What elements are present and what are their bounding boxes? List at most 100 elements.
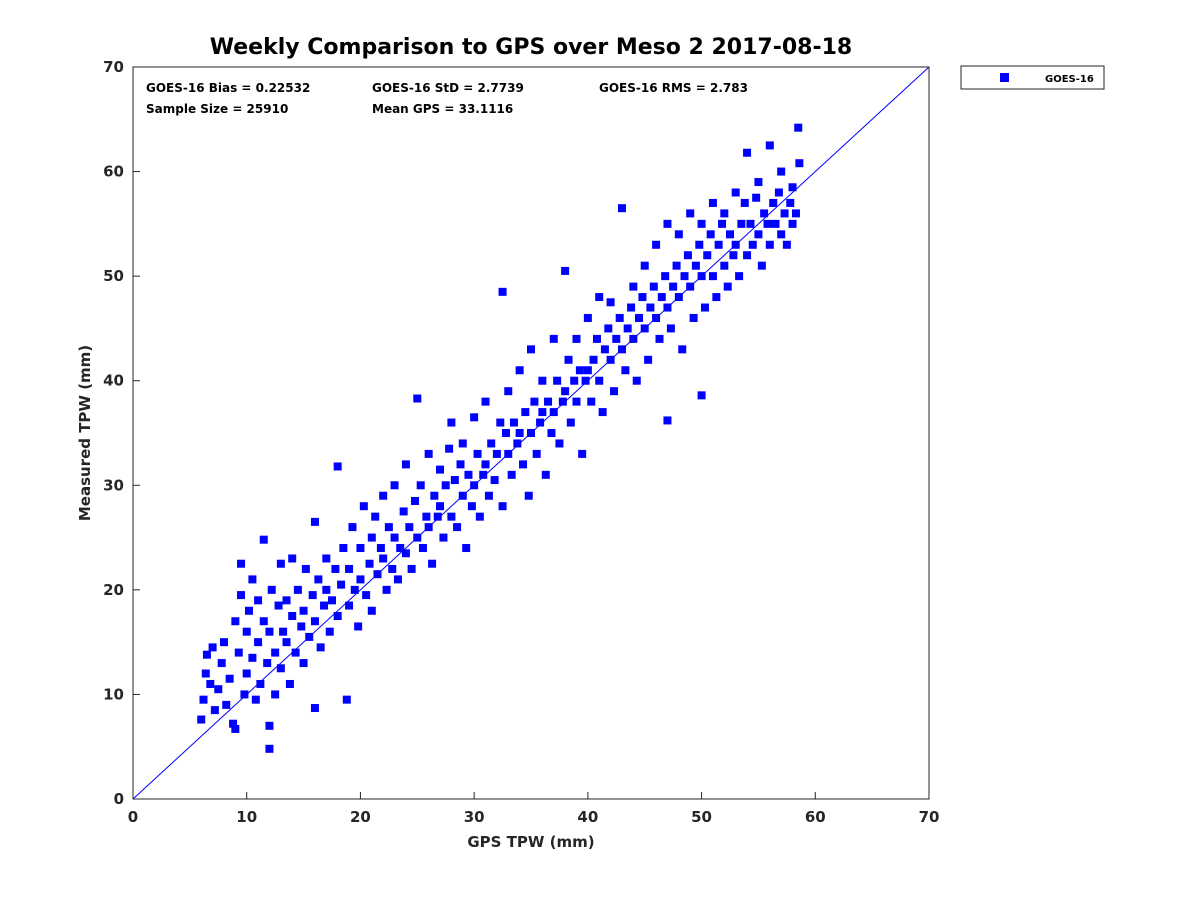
data-point: [578, 449, 587, 458]
data-point: [322, 585, 331, 594]
data-point: [691, 261, 700, 270]
data-point: [754, 178, 763, 187]
data-point: [265, 721, 274, 730]
data-point: [538, 408, 547, 417]
data-point: [345, 601, 354, 610]
y-tick-label: 70: [103, 58, 124, 76]
data-point: [640, 261, 649, 270]
data-point: [587, 397, 596, 406]
data-point: [652, 240, 661, 249]
data-point: [210, 706, 219, 715]
data-point: [447, 418, 456, 427]
data-point: [356, 575, 365, 584]
y-tick-label: 0: [114, 790, 124, 808]
data-point: [547, 429, 556, 437]
data-point: [201, 669, 210, 678]
data-point: [411, 496, 420, 505]
data-point: [396, 544, 405, 553]
data-point: [475, 512, 484, 521]
data-point: [519, 460, 528, 469]
data-point: [439, 533, 448, 542]
data-point: [765, 240, 774, 249]
data-point: [561, 266, 570, 275]
data-point: [393, 575, 402, 584]
data-point: [242, 669, 251, 678]
data-point: [276, 664, 285, 673]
data-point: [669, 282, 678, 291]
stat-rms: GOES-16 RMS = 2.783: [599, 81, 748, 95]
data-point: [401, 549, 410, 558]
x-tick-label: 70: [919, 808, 940, 826]
data-point: [316, 643, 325, 652]
data-point: [282, 596, 291, 605]
data-point: [271, 690, 280, 699]
data-point: [308, 591, 317, 600]
data-point: [629, 282, 638, 291]
data-point: [467, 502, 476, 511]
data-point: [558, 397, 567, 406]
data-point: [453, 523, 462, 532]
data-point: [754, 230, 763, 239]
data-point: [530, 397, 539, 406]
data-point: [299, 659, 308, 668]
data-point: [501, 429, 510, 437]
data-point: [504, 387, 513, 396]
data-point: [390, 533, 399, 542]
x-axis-label: GPS TPW (mm): [467, 833, 594, 851]
chart-title: Weekly Comparison to GPS over Meso 2 201…: [210, 35, 852, 60]
data-point: [788, 183, 797, 192]
data-point: [780, 209, 789, 218]
data-point: [697, 391, 706, 400]
data-point: [581, 376, 590, 385]
data-point: [407, 564, 416, 573]
y-tick-label: 20: [103, 581, 124, 599]
data-point: [333, 462, 342, 471]
data-point: [680, 272, 689, 281]
data-point: [481, 397, 490, 406]
data-point: [646, 303, 655, 312]
data-point: [595, 376, 604, 385]
data-point: [288, 554, 297, 563]
data-point: [513, 439, 522, 448]
data-point: [561, 387, 570, 396]
data-point: [299, 606, 308, 615]
data-point: [686, 209, 695, 218]
data-point: [595, 293, 604, 302]
data-point: [259, 535, 268, 544]
data-point: [765, 141, 774, 150]
data-point: [712, 293, 721, 302]
data-point: [752, 193, 761, 202]
data-point: [600, 345, 609, 354]
y-tick-label: 60: [103, 163, 124, 181]
data-point: [777, 167, 786, 176]
data-point: [371, 512, 380, 521]
data-point: [564, 355, 573, 364]
data-point: [672, 261, 681, 270]
data-point: [615, 313, 624, 322]
x-tick-label: 50: [691, 808, 712, 826]
data-point: [310, 704, 319, 713]
data-point: [521, 408, 530, 417]
data-point: [333, 612, 342, 620]
data-point: [285, 679, 294, 688]
data-point: [237, 591, 246, 600]
data-point: [229, 719, 238, 728]
one-to-one-line: [132, 66, 930, 800]
data-point: [301, 564, 310, 573]
data-point: [777, 230, 786, 239]
data-point: [433, 512, 442, 521]
data-point: [248, 653, 257, 662]
data-point: [291, 648, 300, 657]
data-point: [436, 502, 445, 511]
data-point: [225, 674, 234, 683]
stat-mean-gps: Mean GPS = 33.1116: [372, 102, 513, 116]
data-point: [674, 230, 683, 239]
y-axis: 0 10 20 30 40 50 60 70: [103, 58, 140, 808]
data-point: [405, 523, 414, 532]
data-point: [610, 387, 619, 396]
legend-label: GOES-16: [1045, 74, 1094, 85]
data-point: [735, 272, 744, 281]
data-point: [214, 685, 223, 694]
data-point: [791, 209, 800, 218]
